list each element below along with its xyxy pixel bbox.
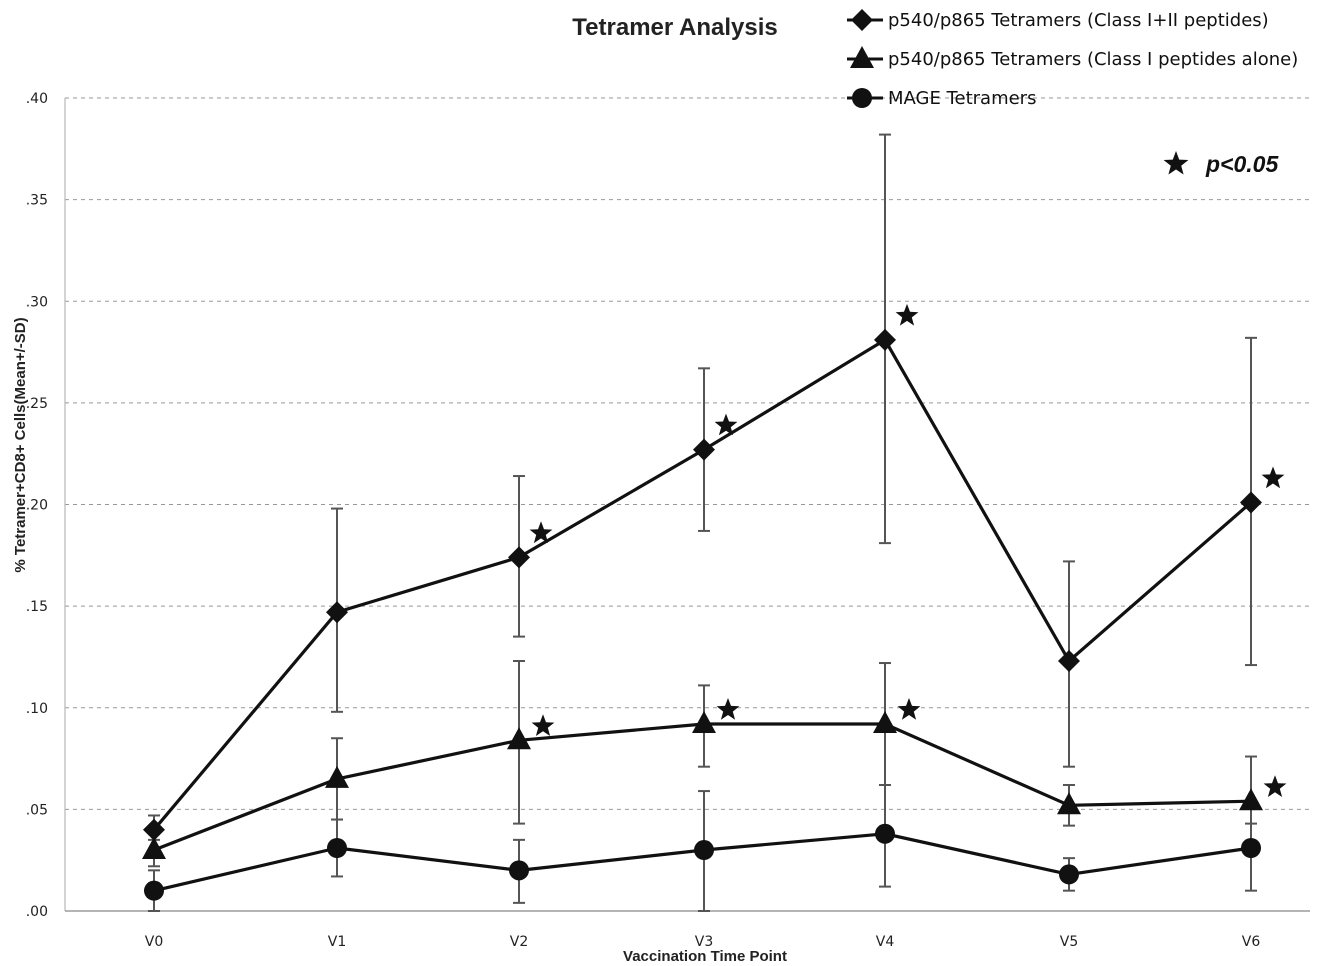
significance-star [531,714,555,736]
data-point-circle [144,880,164,901]
significance-star [1263,775,1287,797]
y-tick-label: .15 [26,599,48,615]
marker-layer [142,328,1263,901]
y-tick-label: .30 [26,294,48,310]
significance-star [1261,466,1285,489]
series-line-triangle [153,722,1252,852]
x-tick-label: V4 [876,934,895,950]
legend-label: MAGE Tetramers [888,88,1036,109]
legend-item: MAGE Tetramers [847,88,1036,109]
significance-star-layer [529,303,1287,797]
data-point-circle [327,837,347,858]
significance-star [897,698,921,720]
data-point-diamond [143,818,165,841]
data-point-circle [1241,837,1261,858]
significance-label: p<0.05 [1205,151,1279,177]
errorbar-layer [148,133,1257,912]
significance-star [716,698,740,720]
significance-star [895,303,919,326]
data-point-diamond [874,328,896,351]
significance-star [529,521,553,544]
legend-item: p540/p865 Tetramers (Class I peptides al… [847,46,1298,70]
data-point-triangle [1057,792,1081,815]
x-axis-title: Vaccination Time Point [623,948,787,965]
legend-marker-circle-icon [852,88,872,108]
significance-note: p<0.05 [1163,151,1279,177]
chart-title: Tetramer Analysis [572,14,777,41]
data-point-diamond [1058,650,1080,673]
data-point-triangle [507,727,531,750]
legend-marker-diamond-icon [851,9,873,31]
data-point-diamond [693,438,715,461]
grid-layer [65,97,1310,810]
data-point-circle [875,823,895,844]
y-tick-label: .35 [26,193,48,209]
y-tick-label: .25 [26,396,48,412]
x-tick-label: V0 [145,934,163,950]
data-point-triangle [1239,788,1263,811]
x-tick-label: V5 [1060,934,1078,950]
series-line-diamond [152,338,1253,831]
significance-star-icon [1163,151,1189,175]
data-point-triangle [142,837,166,860]
y-tick-label: .05 [26,802,48,818]
significance-star [714,413,738,436]
y-tick-label: .00 [26,904,48,920]
y-tick-label: .20 [26,498,48,514]
legend-marker-triangle-icon [850,46,874,68]
y-axis-title: % Tetramer+CD8+ Cells(Mean+/-SD) [12,317,29,572]
data-point-diamond [326,601,348,624]
data-point-circle [1059,864,1079,885]
data-point-circle [694,840,714,861]
y-tick-label: .40 [26,91,48,107]
x-tick-label: V6 [1242,934,1261,950]
data-point-triangle [692,711,716,734]
y-tick-label: .10 [26,701,48,717]
data-point-triangle [873,711,897,734]
legend-item: p540/p865 Tetramers (Class I+II peptides… [847,9,1269,31]
x-tick-label: V1 [328,934,346,950]
axis-layer: .00 .05 .10 .15 .20 .25 .30 .35 .40 V0 V1 V2 V3 V4 V5 V… [26,91,1310,950]
data-point-diamond [508,546,530,569]
legend-label: p540/p865 Tetramers (Class I+II peptides… [888,10,1269,31]
series-line-layer [152,338,1253,893]
data-point-diamond [1240,491,1262,514]
legend-label: p540/p865 Tetramers (Class I peptides al… [888,49,1298,70]
x-tick-label: V2 [510,934,528,950]
data-point-circle [509,860,529,881]
data-point-triangle [325,765,349,788]
x-tick-label: V3 [695,934,713,950]
legend: p540/p865 Tetramers (Class I+II peptides… [847,9,1298,109]
